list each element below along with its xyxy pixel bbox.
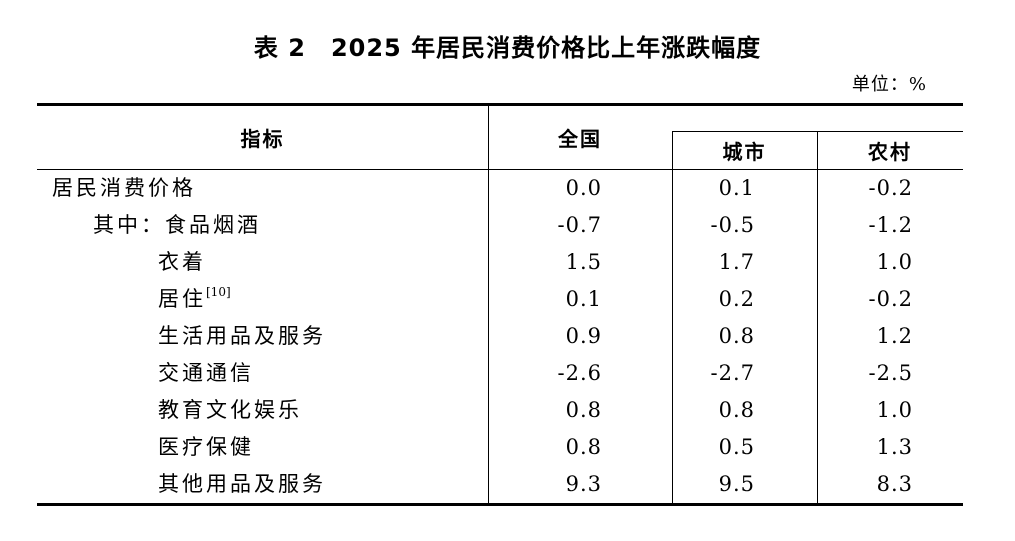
cell-national: 0.8 — [565, 435, 602, 459]
row-label-text: 居民消费价格 — [52, 176, 196, 200]
row-label-text: 居住 — [158, 287, 206, 311]
row-label: 其他用品及服务 — [37, 466, 488, 503]
row-label-text: 其中：食品烟酒 — [93, 213, 261, 237]
cpi-table: 指标 全国 城市 农村 居民消费价格 0.0 0.1 -0.2 其中：食品烟酒 … — [37, 103, 963, 506]
row-label: 交通通信 — [37, 355, 488, 392]
cell-national: 0.0 — [565, 176, 602, 200]
row-label-text: 医疗保健 — [158, 435, 254, 459]
cell-national: 0.8 — [565, 398, 602, 422]
row-label: 居住[10] — [37, 281, 488, 318]
grid-line-rural-divider — [817, 131, 818, 503]
cell-national: -0.7 — [557, 213, 602, 237]
cell-national: 0.9 — [565, 324, 602, 348]
cell-urban: 0.8 — [718, 324, 755, 348]
column-header-national: 全国 — [558, 127, 602, 151]
table-row: 居住[10] 0.1 0.2 -0.2 — [37, 281, 963, 318]
cell-rural: -0.2 — [868, 287, 913, 311]
row-label-text: 生活用品及服务 — [158, 324, 326, 348]
grid-line-subheader-top — [672, 131, 963, 132]
cell-urban: -0.5 — [710, 213, 755, 237]
cell-rural: 1.0 — [876, 250, 913, 274]
cell-national: 1.5 — [565, 250, 602, 274]
column-header-rural: 农村 — [868, 140, 912, 164]
cell-urban: 9.5 — [718, 472, 755, 496]
table-row: 居民消费价格 0.0 0.1 -0.2 — [37, 170, 963, 207]
cell-rural: 1.0 — [876, 398, 913, 422]
cell-national: 0.1 — [565, 287, 602, 311]
cell-urban: 0.8 — [718, 398, 755, 422]
row-label: 衣着 — [37, 244, 488, 281]
row-label-text: 衣着 — [158, 250, 206, 274]
table-row: 其他用品及服务 9.3 9.5 8.3 — [37, 466, 963, 503]
grid-line-header-bottom — [37, 169, 963, 170]
column-header-urban: 城市 — [722, 140, 767, 164]
cell-rural: 1.3 — [876, 435, 913, 459]
unit-label: 单位：% — [851, 74, 927, 95]
row-label-text: 其他用品及服务 — [158, 472, 326, 496]
cell-urban: 1.7 — [718, 250, 755, 274]
cell-urban: 0.1 — [718, 176, 755, 200]
cell-rural: -1.2 — [868, 213, 913, 237]
cell-national: -2.6 — [557, 361, 602, 385]
footnote-ref: [10] — [206, 285, 231, 299]
row-label: 其中：食品烟酒 — [37, 207, 488, 244]
cell-national: 9.3 — [565, 472, 602, 496]
row-label: 生活用品及服务 — [37, 318, 488, 355]
row-label-text: 教育文化娱乐 — [158, 398, 302, 422]
row-label: 居民消费价格 — [37, 170, 488, 207]
grid-line-urban-divider — [672, 131, 673, 503]
table-body: 居民消费价格 0.0 0.1 -0.2 其中：食品烟酒 -0.7 -0.5 -1… — [37, 170, 963, 503]
row-label: 医疗保健 — [37, 429, 488, 466]
cell-urban: 0.2 — [718, 287, 755, 311]
table-row: 医疗保健 0.8 0.5 1.3 — [37, 429, 963, 466]
column-header-indicator: 指标 — [240, 127, 285, 151]
table-row: 交通通信 -2.6 -2.7 -2.5 — [37, 355, 963, 392]
row-label-text: 交通通信 — [158, 361, 254, 385]
cell-rural: 8.3 — [876, 472, 913, 496]
cell-urban: 0.5 — [718, 435, 755, 459]
row-label: 教育文化娱乐 — [37, 392, 488, 429]
cell-rural: -0.2 — [868, 176, 913, 200]
table-row: 衣着 1.5 1.7 1.0 — [37, 244, 963, 281]
cell-rural: -2.5 — [868, 361, 913, 385]
table-row: 教育文化娱乐 0.8 0.8 1.0 — [37, 392, 963, 429]
cell-rural: 1.2 — [876, 324, 913, 348]
table-row: 生活用品及服务 0.9 0.8 1.2 — [37, 318, 963, 355]
grid-line-indicator-divider — [488, 106, 489, 503]
cell-urban: -2.7 — [710, 361, 755, 385]
table-title: 表 2 2025 年居民消费价格比上年涨跌幅度 — [253, 34, 762, 62]
table-row: 其中：食品烟酒 -0.7 -0.5 -1.2 — [37, 207, 963, 244]
